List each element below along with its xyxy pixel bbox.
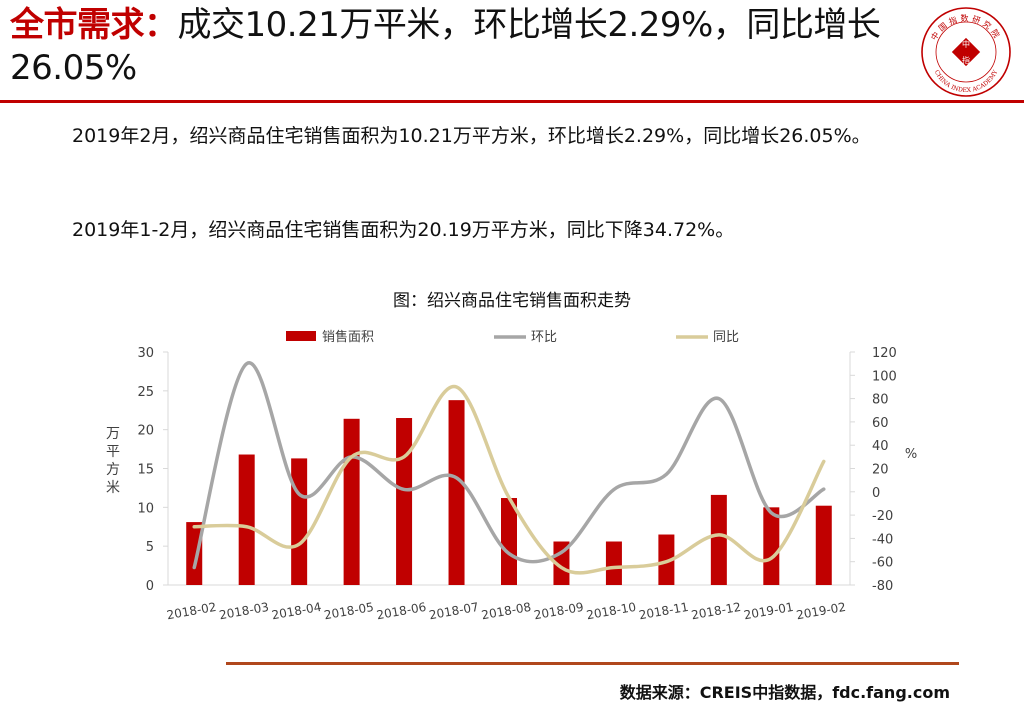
bar-2018-03	[238, 454, 255, 585]
y-tick-label: 30	[137, 346, 154, 361]
y2-tick-label: 80	[872, 393, 889, 408]
y-tick-label: 10	[137, 501, 154, 516]
header-divider	[0, 100, 1024, 103]
y-axis-label: 米	[106, 480, 120, 496]
logo-diamond	[951, 37, 981, 67]
y2-tick-label: -60	[872, 556, 893, 571]
summary-paragraph-2: 2019年1-2月，绍兴商品住宅销售面积为20.19万平方米，同比下降34.72…	[72, 219, 735, 241]
y2-tick-label: 0	[872, 486, 880, 501]
y2-tick-label: -40	[872, 532, 893, 547]
data-source: 数据来源：CREIS中指数据，fdc.fang.com	[619, 683, 950, 702]
y-axis-label: 方	[106, 462, 120, 478]
y2-tick-label: -20	[872, 509, 893, 524]
bar-2018-04	[291, 458, 308, 585]
bar-2019-02	[815, 505, 832, 585]
y2-tick-label: 120	[872, 346, 897, 361]
bar-2018-02	[186, 522, 203, 585]
x-tick-label: 2018-03	[218, 600, 270, 622]
logo-center-text-2: 指	[962, 55, 970, 65]
legend-label-bar: 销售面积	[322, 329, 374, 345]
bar-2018-10	[605, 541, 622, 585]
y-tick-label: 20	[137, 424, 154, 439]
legend-label-mom: 环比	[531, 330, 557, 345]
y-tick-label: 0	[146, 579, 154, 594]
y2-axis-label: %	[905, 447, 917, 462]
bar-2019-01	[763, 507, 780, 585]
bar-2018-06	[396, 418, 413, 585]
legend-swatch-bar	[286, 331, 316, 341]
y-axis-label: 万	[106, 426, 120, 442]
title-highlight: 全市需求：	[10, 5, 178, 45]
bar-2018-12	[710, 494, 727, 585]
summary-paragraph-1: 2019年2月，绍兴商品住宅销售面积为10.21万平方米，环比增长2.29%，同…	[72, 125, 871, 147]
legend-label-yoy: 同比	[713, 330, 739, 345]
x-tick-label: 2019-02	[795, 600, 847, 622]
y-tick-label: 15	[137, 463, 154, 478]
x-tick-label: 2018-12	[690, 600, 742, 622]
x-tick-label: 2018-10	[585, 600, 637, 622]
line-环比	[192, 361, 826, 570]
logo-center-text-1: 中	[962, 39, 970, 49]
bar-2018-07	[448, 400, 465, 585]
line-同比	[192, 385, 826, 575]
y2-tick-label: 100	[872, 369, 897, 384]
china-index-academy-logo: 中国指数研究院 CHINA INDEX ACADEMY 中 指	[921, 7, 1011, 97]
bar-2018-08	[501, 498, 517, 585]
chart-title: 图：绍兴商品住宅销售面积走势	[393, 291, 631, 311]
bar-2018-09	[553, 541, 570, 585]
title-text: 成交10.21万平米，环比增长2.29%，同比增长26.05%	[10, 5, 881, 88]
x-tick-label: 2018-06	[375, 600, 427, 622]
x-tick-label: 2018-05	[323, 600, 375, 622]
y-tick-label: 25	[137, 385, 154, 400]
footer-divider	[226, 662, 959, 665]
bar-2018-11	[658, 534, 675, 585]
x-tick-label: 2019-01	[743, 600, 795, 622]
y2-tick-label: 60	[872, 416, 889, 431]
x-tick-label: 2018-07	[428, 600, 480, 622]
x-tick-label: 2018-08	[480, 600, 532, 622]
y-axis-label: 平	[106, 444, 120, 460]
x-tick-label: 2018-09	[533, 600, 585, 622]
bar-2018-05	[343, 418, 360, 585]
y-tick-label: 5	[146, 540, 154, 555]
x-tick-label: 2018-02	[166, 600, 218, 622]
x-tick-label: 2018-11	[638, 600, 690, 622]
y2-tick-label: 20	[872, 463, 889, 478]
x-tick-label: 2018-04	[271, 600, 323, 622]
y2-tick-label: 40	[872, 439, 889, 454]
y2-tick-label: -80	[872, 579, 893, 594]
page-title: 全市需求：成交10.21万平米，环比增长2.29%，同比增长26.05%	[10, 4, 910, 90]
